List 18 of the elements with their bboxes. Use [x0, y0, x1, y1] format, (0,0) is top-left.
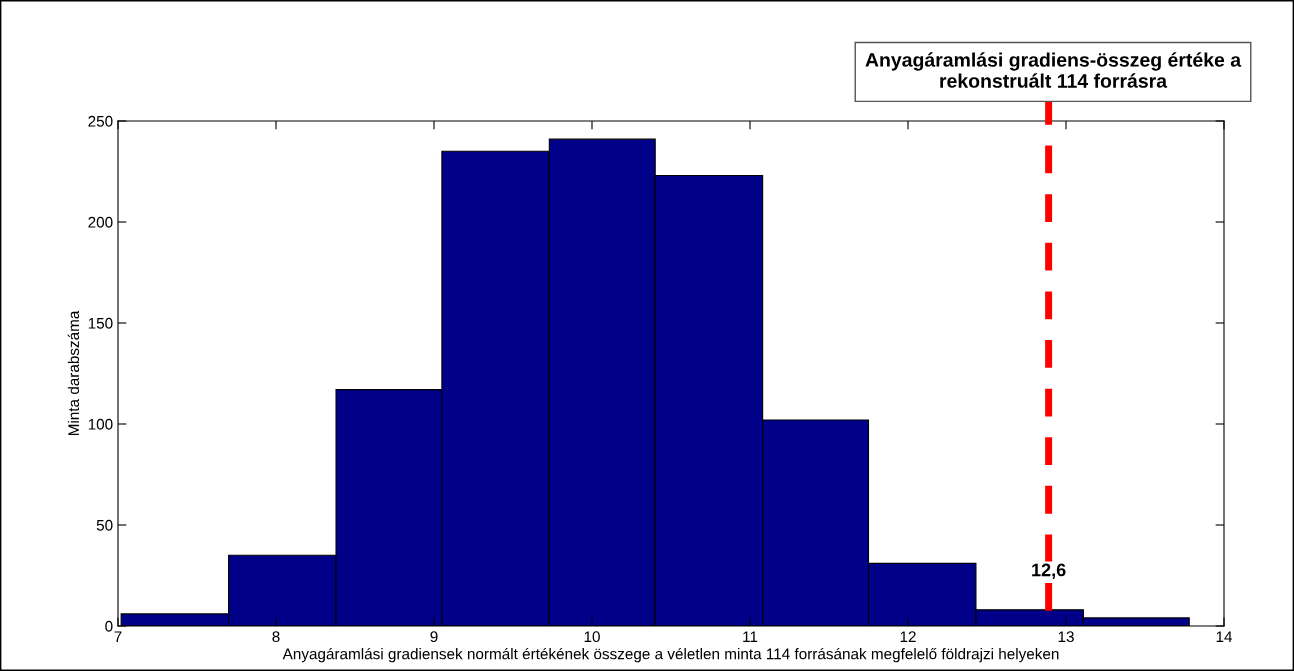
x-tick-label: 10 [584, 631, 600, 643]
x-tick-label: 9 [430, 631, 438, 643]
x-tick-label: 11 [743, 631, 758, 642]
x-tick-label: 14 [1216, 631, 1233, 642]
x-tick-label: 7 [114, 631, 122, 642]
x-axis-title: Anyagáramlási gradiensek normált értékének összege a véletlen minta 114 forrásának megfelelő földrajzi helyeken [282, 647, 1059, 663]
y-tick-label: 0 [105, 620, 113, 632]
text: Anyagáramlási gradiens-összeg értéke a rekonstruált 114 forrásra [865, 52, 1242, 88]
y-axis-title: Minta darabszáma [67, 310, 80, 436]
y-tick-label: 100 [88, 418, 113, 430]
annotation: 12,6 [1032, 563, 1066, 579]
y-tick-label: 200 [88, 216, 113, 228]
y-tick-label: 50 [96, 519, 113, 531]
x-tick-label: 8 [272, 631, 280, 643]
x-tick-label: 12 [900, 631, 916, 642]
y-tick-label: 150 [88, 317, 113, 329]
x-tick-label: 13 [1058, 631, 1074, 643]
y-tick-label: 250 [88, 115, 113, 127]
